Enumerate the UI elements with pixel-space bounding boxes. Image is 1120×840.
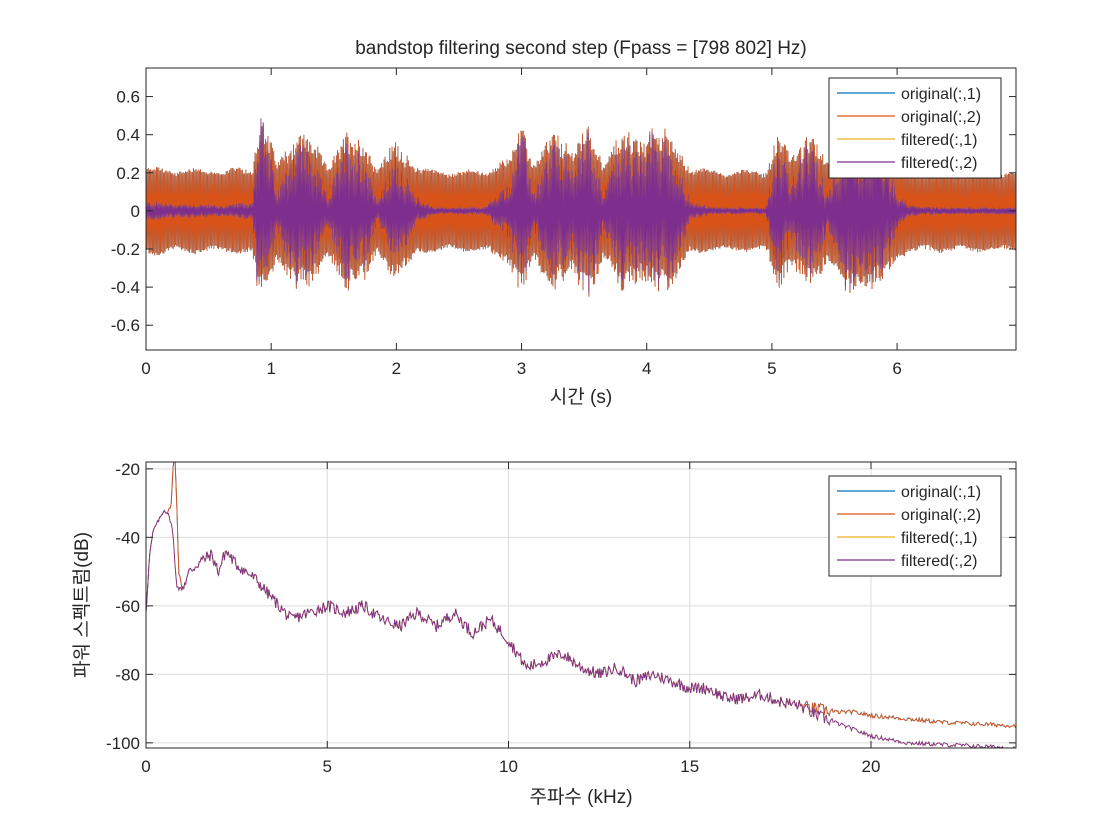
top-legend-entry: original(:,2) (901, 109, 981, 126)
top-x-tick-label: 5 (767, 359, 776, 378)
time-domain-plot: bandstop filtering second step (Fpass = … (111, 38, 1017, 408)
bottom-x-tick-label: 10 (499, 757, 518, 776)
bottom-y-tick-label: -40 (115, 528, 140, 547)
top-legend-entry: filtered(:,1) (901, 132, 977, 149)
top-x-tick-label: 4 (642, 359, 651, 378)
top-legend-box (828, 77, 1002, 179)
bottom-y-tick-label: -100 (106, 734, 140, 753)
bottom-tick-group: 0 5 10 15 20 -100 -80 -60 -40 -20 (106, 460, 1016, 776)
top-y-tick-label: 0.6 (116, 88, 140, 107)
top-x-tick-label: 0 (141, 359, 150, 378)
top-y-tick-label: 0.2 (116, 164, 140, 183)
bottom-legend-entry: filtered(:,2) (901, 553, 977, 570)
bottom-legend-entry: original(:,1) (901, 484, 981, 501)
top-y-tick-label: -0.6 (111, 316, 140, 335)
bottom-x-axis-label: 주파수 (kHz) (529, 786, 632, 808)
bottom-legend-entry: filtered(:,1) (901, 530, 977, 547)
top-tick-group: 0 1 2 3 4 5 6 -0.6 -0.4 -0.2 0 0.2 0.4 0.6 (111, 68, 1016, 378)
top-x-tick-label: 3 (517, 359, 526, 378)
bottom-y-tick-label: -20 (115, 460, 140, 479)
bottom-x-tick-label: 0 (141, 757, 150, 776)
bottom-legend[interactable]: original(:,1) original(:,2) filtered(:,1) f… (828, 475, 1002, 577)
top-legend[interactable]: original(:,1) original(:,2) filtered(:,1) f… (828, 77, 1002, 179)
bottom-y-tick-label: -60 (115, 597, 140, 616)
top-x-axis-label: 시간 (s) (550, 386, 612, 408)
top-y-tick-label: -0.4 (111, 278, 140, 297)
top-legend-entry: original(:,1) (901, 86, 981, 103)
series-line-filtered-2 (146, 118, 1016, 293)
top-y-tick-label: -0.2 (111, 240, 140, 259)
top-legend-entry: filtered(:,2) (901, 155, 977, 172)
spectrum-line-filtered-2 (146, 509, 1016, 748)
top-axes-box (145, 67, 1017, 351)
top-x-tick-label: 2 (392, 359, 401, 378)
bottom-x-tick-label: 5 (323, 757, 332, 776)
bottom-x-tick-label: 15 (680, 757, 699, 776)
top-plot-title: bandstop filtering second step (Fpass = … (355, 38, 807, 59)
top-x-tick-label: 1 (266, 359, 275, 378)
top-y-tick-label: 0 (131, 202, 140, 221)
bottom-legend-entry: original(:,2) (901, 507, 981, 524)
bottom-legend-box (828, 475, 1002, 577)
bottom-y-tick-label: -80 (115, 665, 140, 684)
bottom-axes-box (145, 461, 1017, 749)
spectrum-plot: 0 5 10 15 20 -100 -80 -60 -40 -20 주파수 (kHz) 파워 스펙… (71, 460, 1017, 808)
top-x-tick-label: 6 (892, 359, 901, 378)
top-series-group (146, 118, 1016, 297)
bottom-series-group (146, 462, 1016, 748)
bottom-y-axis-label: 파워 스펙트럼(dB) (71, 532, 93, 678)
top-y-tick-label: 0.4 (116, 126, 140, 145)
bottom-x-tick-label: 20 (862, 757, 881, 776)
